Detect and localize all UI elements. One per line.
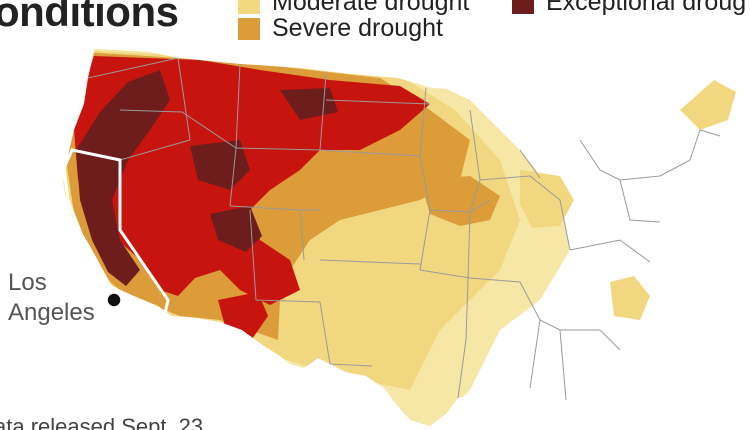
- city-label-line-1: Los: [8, 269, 47, 296]
- map-title: onditions: [0, 0, 179, 35]
- drought-zone-extreme-southwest: [218, 292, 268, 356]
- drought-zone-moderate-east-3: [680, 80, 736, 130]
- source-note: ata released Sept. 23: [0, 414, 204, 430]
- legend-label-severe: Severe drought: [272, 14, 443, 42]
- legend-swatch-severe: [238, 17, 260, 40]
- drought-zone-exceptional-3: [210, 206, 262, 252]
- legend-item-exceptional: Exceptional droug: [512, 0, 746, 15]
- drought-layers: [62, 48, 736, 430]
- drought-zone-extreme: [74, 56, 430, 305]
- legend-label-exceptional: Exceptional droug: [546, 0, 747, 16]
- drought-zone-exceptional-2: [190, 140, 250, 190]
- state-borders: [87, 57, 721, 401]
- legend-swatch-exceptional: [512, 0, 534, 14]
- legend-item-severe: Severe drought: [238, 16, 443, 41]
- city-label-los-angeles: Los Angeles: [8, 268, 95, 328]
- drought-zone-moderate-east-2: [610, 276, 650, 320]
- drought-zone-moderate-east-1: [520, 170, 574, 228]
- city-marker-los-angeles: [106, 292, 122, 308]
- legend-label-moderate: Moderate drought: [272, 0, 470, 16]
- city-label-line-2: Angeles: [8, 299, 95, 326]
- drought-zone-severe-plains: [420, 176, 500, 226]
- legend-swatch-moderate: [238, 0, 260, 14]
- legend-item-moderate: Moderate drought: [238, 0, 469, 15]
- drought-zone-exceptional: [76, 70, 170, 286]
